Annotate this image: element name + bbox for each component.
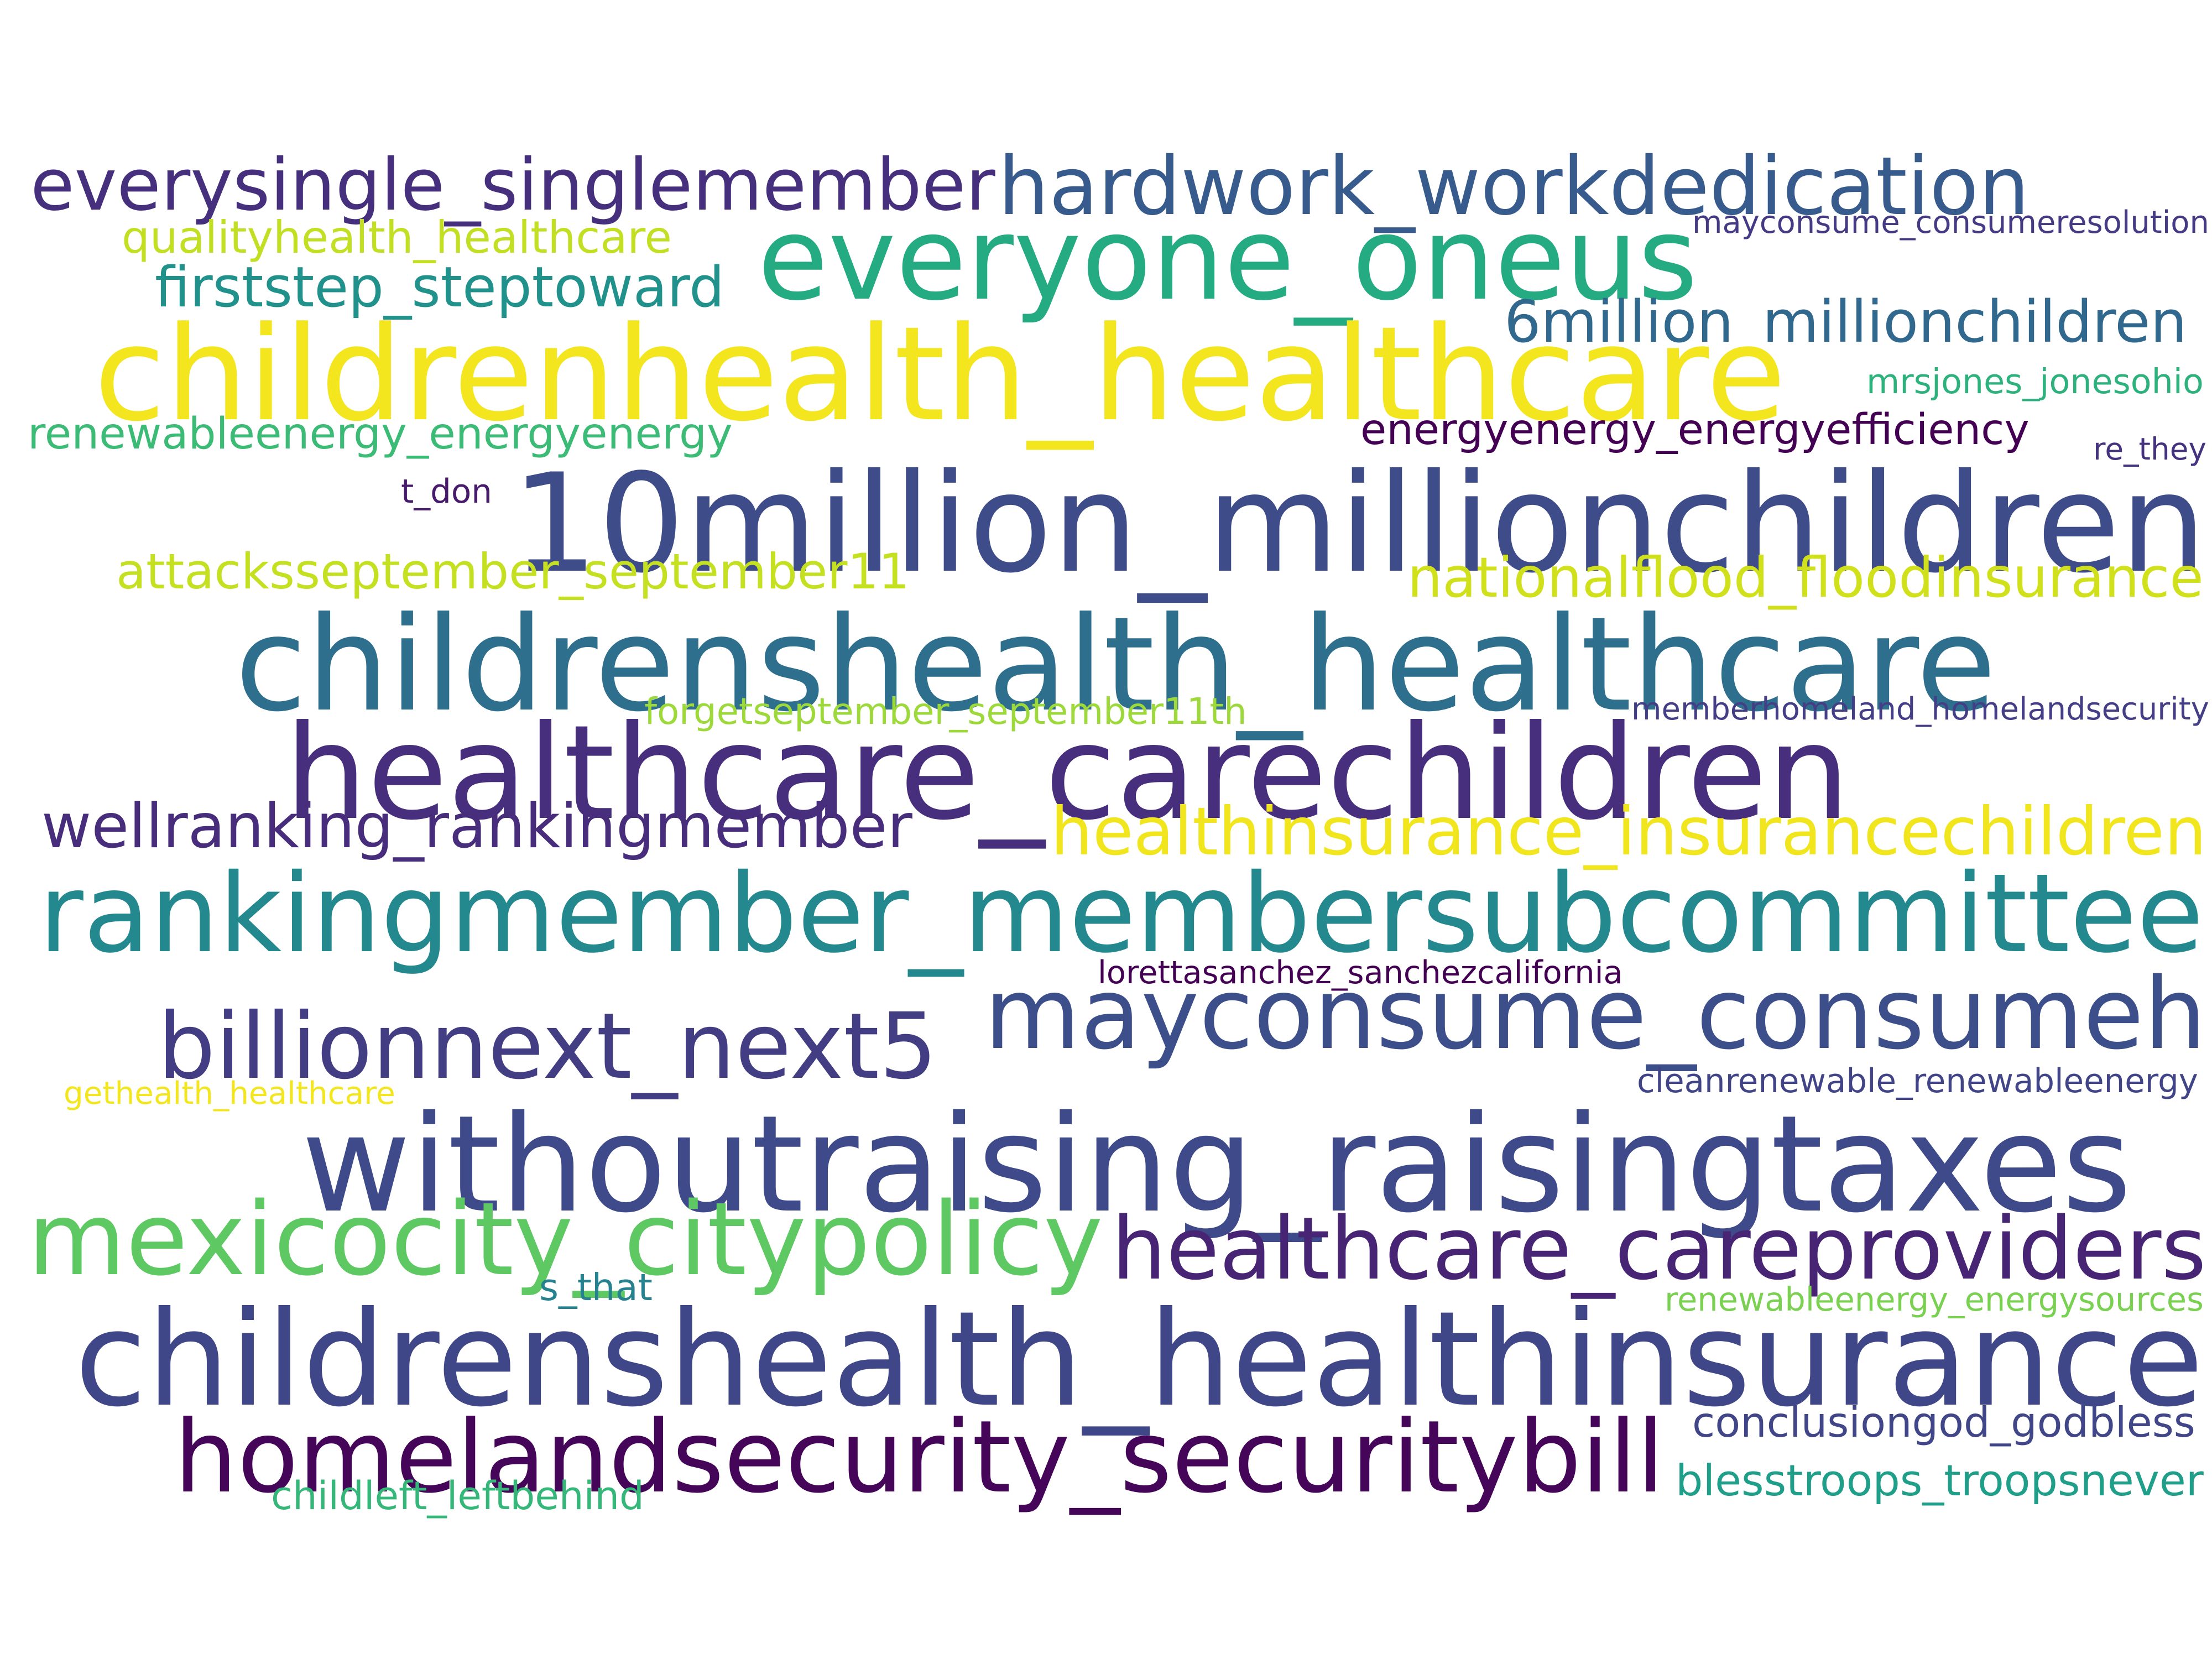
- word: energyenergy_energyefficiency: [1360, 405, 2030, 455]
- word: re_they: [2093, 431, 2206, 467]
- word: t_don: [401, 473, 492, 511]
- word: childleft_leftbehind: [271, 1473, 644, 1519]
- word: rankingmember_membersubcommittee: [39, 851, 2204, 977]
- word: conclusiongod_godbless: [1692, 1398, 2195, 1447]
- word: attacksseptember_september11: [116, 543, 910, 600]
- word: forgetseptember_september11th: [644, 691, 1247, 733]
- word: childrenshealth_healthcare: [235, 589, 1996, 740]
- word: mayconsume_consumeresolution: [1692, 205, 2209, 241]
- word: gethealth_healthcare: [64, 1076, 395, 1112]
- word: blesstroops_troopsnever: [1676, 1456, 2204, 1506]
- word: hardwork_workdedication: [998, 140, 2030, 233]
- word: qualityhealth_healthcare: [122, 212, 672, 263]
- word: healthinsurance_insurancechildren: [1051, 794, 2206, 870]
- word: s_that: [539, 1266, 653, 1309]
- word: wellranking_rankingmember: [41, 791, 912, 862]
- word: memberhomeland_homelandsecurity: [1631, 691, 2209, 727]
- word: firststep_steptoward: [155, 255, 724, 320]
- word: healthcare_careproviders: [1112, 1198, 2206, 1299]
- word: everysingle_singlemember: [30, 143, 995, 227]
- word: billionnext_next5: [158, 993, 937, 1099]
- word: healthcare_carechildren: [285, 697, 1850, 849]
- word: renewableenergy_energysources: [1665, 1280, 2204, 1318]
- word: homelandsecurity_securitybill: [174, 1399, 1665, 1515]
- word: mexicocity_citypolicy: [28, 1181, 1103, 1298]
- word: 6million_millionchildren: [1504, 288, 2187, 356]
- word: childrenshealth_healthinsurance: [75, 1283, 2204, 1436]
- word: withoutraising_raisingtaxes: [301, 1087, 2132, 1242]
- word: childrenhealth_healthcare: [94, 299, 1786, 450]
- word: everyone_oneus: [758, 192, 1698, 326]
- word: nationalflood_floodinsurance: [1407, 545, 2204, 610]
- word: mayconsume_consumeh: [984, 957, 2206, 1072]
- word: lorettasanchez_sanchezcalifornia: [1098, 954, 1623, 991]
- word: 10million_millionchildren: [512, 445, 2206, 603]
- word: renewableenergy_energyenergy: [28, 408, 733, 459]
- word: cleanrenewable_renewableenergy: [1637, 1062, 2198, 1100]
- word: mrsjones_jonesohio: [1866, 362, 2204, 401]
